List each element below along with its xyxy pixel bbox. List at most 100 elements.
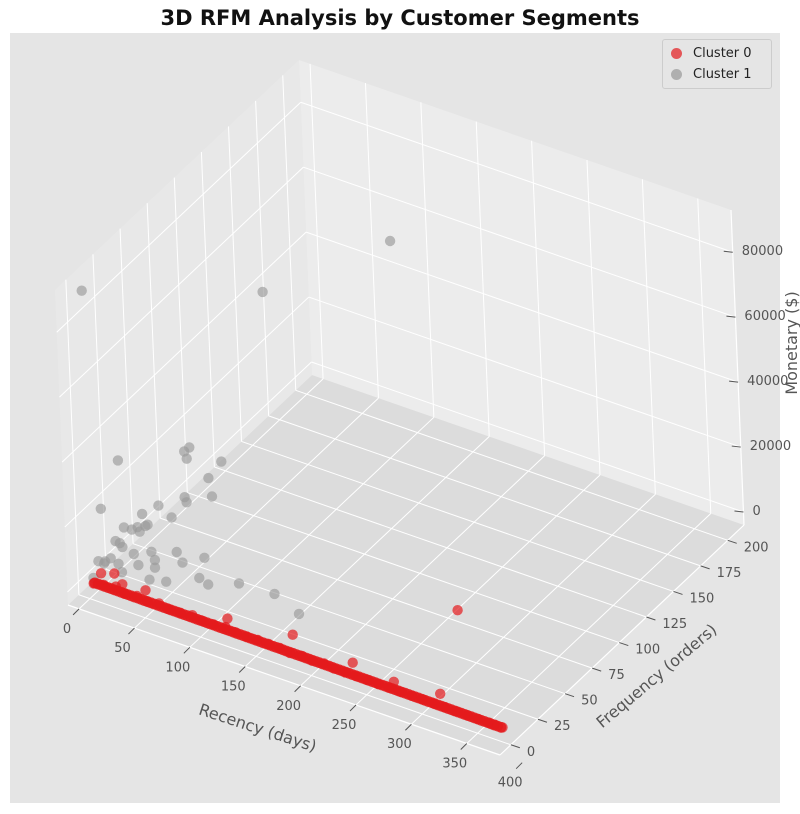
cluster-1-point — [194, 572, 205, 584]
legend-marker — [671, 69, 682, 80]
tick-mark — [405, 723, 412, 731]
cluster-1-point — [149, 562, 161, 573]
grid-lines — [56, 63, 744, 746]
axis-lines — [67, 209, 745, 756]
grid-line — [309, 63, 324, 379]
cluster-1-point — [149, 554, 161, 566]
cluster-1-point — [113, 558, 124, 569]
back-pane — [55, 60, 312, 605]
tick-mark — [619, 642, 629, 647]
grid-line — [466, 513, 712, 744]
cluster-1-point — [206, 491, 218, 502]
tick-mark — [294, 685, 301, 693]
cluster-1-point — [179, 492, 190, 503]
x-tick-label: 200 — [276, 699, 301, 714]
legend-label: Cluster 1 — [693, 67, 752, 82]
cluster-0-point — [95, 568, 107, 579]
grid-line — [132, 543, 566, 695]
grid-line — [244, 436, 490, 667]
tick-marks: 0501001502002503003504000255075100125150… — [63, 244, 791, 790]
cluster-1-point — [257, 286, 268, 298]
z-tick-label: 40000 — [747, 374, 788, 389]
cluster-1-point — [76, 285, 87, 296]
cluster-1-point — [203, 579, 214, 590]
tick-mark — [128, 627, 135, 635]
x-tick-label: 100 — [165, 660, 190, 675]
grid-line — [268, 415, 701, 567]
cluster-1-point — [128, 548, 139, 560]
legend-label: Cluster 0 — [693, 46, 752, 61]
grid-line — [300, 455, 545, 687]
grid-line — [303, 166, 736, 318]
tick-mark — [510, 744, 521, 749]
grid-line — [241, 440, 674, 592]
cluster-1-point — [146, 546, 157, 557]
cluster-1-point — [293, 608, 305, 620]
tick-mark — [537, 718, 548, 723]
grid-line — [228, 126, 243, 442]
x-tick-label: 250 — [332, 718, 357, 733]
tick-mark — [72, 608, 80, 616]
grid-line — [67, 361, 312, 593]
legend-marker — [671, 48, 682, 59]
cluster-1-point — [269, 588, 280, 600]
side-pane — [299, 60, 744, 525]
axis-line — [730, 209, 745, 526]
cluster-0-point — [435, 688, 446, 699]
cluster-0-point — [109, 568, 120, 579]
cluster-1-point — [116, 567, 128, 578]
grid-line — [641, 179, 656, 495]
cluster-1-point — [132, 522, 143, 533]
tick-mark — [734, 510, 744, 513]
y-tick-label: 125 — [662, 617, 687, 632]
cluster-0-point — [495, 721, 507, 733]
cluster-1-point — [384, 235, 396, 247]
grid-line — [160, 517, 593, 669]
grid-line — [105, 568, 539, 720]
grid-line — [61, 231, 307, 463]
tick-mark — [349, 704, 357, 712]
tick-mark — [731, 445, 741, 448]
x-tick-label: 150 — [221, 680, 246, 695]
cluster-0-point — [452, 605, 463, 616]
z-tick-label: 0 — [752, 504, 760, 519]
cluster-1-point — [140, 520, 151, 532]
grid-line — [92, 254, 107, 570]
grid-line — [146, 203, 161, 519]
grid-line — [420, 102, 435, 418]
axis-line — [67, 604, 501, 756]
cluster-1-point — [133, 559, 144, 571]
grid-line — [214, 466, 647, 618]
floor-pane — [68, 375, 744, 755]
grid-line — [134, 397, 379, 629]
grid-line — [305, 231, 739, 383]
y-tick-label: 75 — [608, 668, 625, 683]
grid-line — [295, 389, 728, 541]
grid-line — [64, 296, 310, 528]
cluster-1-point — [117, 541, 128, 553]
grid-line — [65, 279, 80, 595]
cluster-1-point — [233, 578, 245, 589]
y-tick-label: 100 — [635, 643, 660, 658]
y-tick-label: 25 — [554, 719, 571, 734]
axis-line — [499, 524, 745, 756]
grid-line — [119, 228, 134, 544]
legend: Cluster 0 Cluster 1 — [662, 39, 772, 89]
y-tick-label: 0 — [527, 745, 535, 760]
grid-line — [59, 166, 304, 398]
cluster-1-point — [105, 553, 116, 564]
z-tick-label: 80000 — [742, 244, 783, 259]
cluster-1-point — [171, 546, 182, 558]
grid-line — [255, 100, 270, 416]
tick-mark — [460, 743, 468, 750]
cluster-1-point — [203, 472, 214, 484]
cluster-1-point — [166, 512, 177, 523]
z-tick-label: 60000 — [744, 309, 785, 324]
tick-mark — [238, 666, 246, 673]
grid-line — [56, 101, 302, 333]
cluster-0-point — [287, 629, 298, 640]
grid-line — [173, 177, 188, 493]
tick-mark — [592, 667, 602, 672]
tick-mark — [727, 539, 737, 544]
